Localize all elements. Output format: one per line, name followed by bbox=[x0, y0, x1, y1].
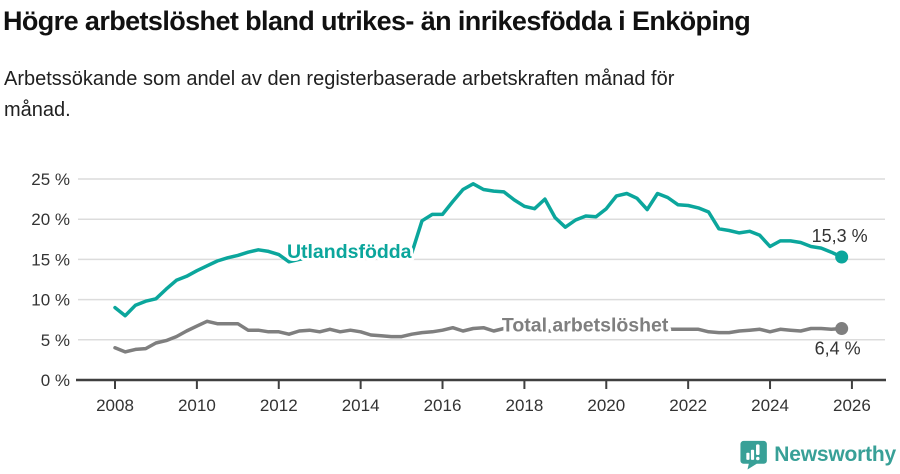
x-axis-tick-label: 2026 bbox=[833, 396, 871, 415]
end-value-label: 6,4 % bbox=[815, 339, 861, 359]
x-axis-tick-label: 2014 bbox=[342, 396, 380, 415]
x-axis-tick-label: 2022 bbox=[669, 396, 707, 415]
x-axis-tick-label: 2012 bbox=[260, 396, 298, 415]
x-axis-tick-label: 2008 bbox=[96, 396, 134, 415]
chart-title: Högre arbetslöshet bland utrikes- än inr… bbox=[3, 6, 751, 36]
logo-bar-chart-glyph bbox=[746, 444, 760, 461]
chart-subtitle-line1: Arbetssökande som andel av den registerb… bbox=[4, 68, 675, 90]
brand-footer: Newsworthy bbox=[740, 438, 896, 472]
chart-subtitle-line2: månad. bbox=[4, 99, 71, 121]
x-axis-tick-label: 2018 bbox=[505, 396, 543, 415]
total-line bbox=[113, 319, 844, 354]
series-end-dot bbox=[835, 322, 849, 336]
x-axis-tick-label: 2024 bbox=[751, 396, 789, 415]
utlandsfodda-line bbox=[113, 182, 844, 318]
end-value-label: 15,3 % bbox=[812, 226, 868, 246]
series-label: Utlandsfödda bbox=[287, 241, 412, 263]
y-axis-tick-label: 20 % bbox=[31, 210, 70, 229]
series-label: Total arbetslöshet bbox=[502, 314, 669, 336]
y-axis-tick-label: 25 % bbox=[31, 170, 70, 189]
newsworthy-logo-icon bbox=[740, 440, 767, 470]
series-end-dot bbox=[835, 250, 849, 264]
chart-subtitle: Arbetssökande som andel av den registerb… bbox=[4, 64, 864, 126]
y-axis-tick-label: 10 % bbox=[31, 291, 70, 310]
x-axis-tick-label: 2010 bbox=[178, 396, 216, 415]
y-axis-tick-label: 0 % bbox=[41, 371, 70, 390]
x-axis-tick-label: 2016 bbox=[424, 396, 462, 415]
x-axis-tick-label: 2020 bbox=[587, 396, 625, 415]
y-axis-tick-label: 15 % bbox=[31, 250, 70, 269]
brand-name: Newsworthy bbox=[774, 443, 896, 466]
y-axis-tick-label: 5 % bbox=[41, 331, 70, 350]
